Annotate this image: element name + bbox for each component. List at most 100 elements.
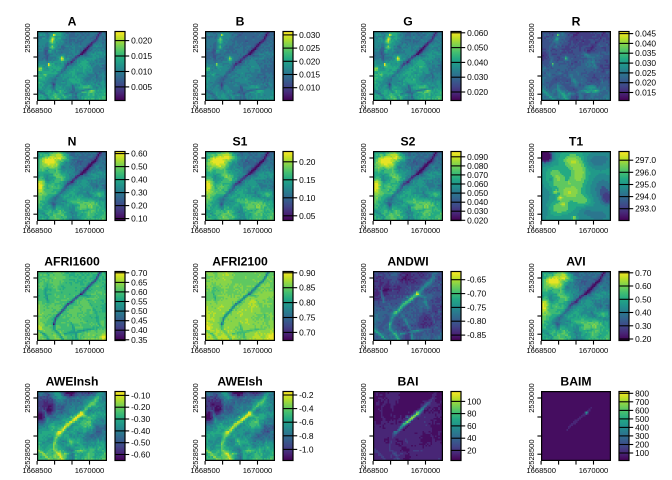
svg-text:2528500: 2528500 (191, 439, 200, 469)
svg-text:0.70: 0.70 (635, 268, 652, 278)
svg-text:0.70: 0.70 (131, 268, 148, 278)
svg-text:1668500: 1668500 (190, 226, 220, 235)
svg-text:AWEInsh: AWEInsh (46, 375, 99, 389)
svg-text:1670000: 1670000 (411, 346, 441, 355)
svg-text:0.015: 0.015 (299, 70, 320, 80)
svg-text:AFRI1600: AFRI1600 (44, 255, 100, 269)
svg-text:-0.50: -0.50 (131, 438, 150, 448)
svg-text:0.20: 0.20 (299, 157, 316, 167)
svg-text:0.015: 0.015 (131, 51, 152, 61)
svg-text:0.55: 0.55 (131, 297, 148, 307)
svg-text:1670000: 1670000 (75, 346, 105, 355)
svg-text:2530000: 2530000 (527, 143, 536, 173)
svg-text:1668500: 1668500 (358, 466, 388, 475)
svg-text:1670000: 1670000 (411, 106, 441, 115)
svg-text:0.15: 0.15 (299, 175, 316, 185)
svg-text:1670000: 1670000 (243, 466, 273, 475)
svg-text:-0.30: -0.30 (131, 414, 150, 424)
svg-text:0.040: 0.040 (467, 57, 488, 67)
svg-text:A: A (68, 15, 77, 29)
svg-text:2528500: 2528500 (23, 319, 32, 349)
svg-text:1668500: 1668500 (526, 346, 556, 355)
svg-text:294.0: 294.0 (635, 192, 656, 202)
svg-text:0.020: 0.020 (467, 215, 488, 225)
svg-text:1668500: 1668500 (358, 346, 388, 355)
svg-text:2530000: 2530000 (191, 263, 200, 293)
svg-text:296.0: 296.0 (635, 167, 656, 177)
svg-text:295.0: 295.0 (635, 180, 656, 190)
svg-text:2528500: 2528500 (359, 199, 368, 229)
svg-text:0.030: 0.030 (467, 206, 488, 216)
svg-text:G: G (403, 15, 412, 29)
svg-text:S2: S2 (401, 135, 416, 149)
svg-text:2528500: 2528500 (527, 439, 536, 469)
svg-text:1668500: 1668500 (190, 466, 220, 475)
svg-text:-0.70: -0.70 (467, 289, 486, 299)
svg-text:0.80: 0.80 (299, 298, 316, 308)
svg-text:0.080: 0.080 (467, 161, 488, 171)
svg-text:0.45: 0.45 (131, 316, 148, 326)
svg-text:0.010: 0.010 (131, 67, 152, 77)
svg-text:0.20: 0.20 (635, 334, 652, 344)
svg-text:0.020: 0.020 (299, 56, 320, 66)
svg-text:600: 600 (635, 405, 649, 415)
svg-text:0.040: 0.040 (635, 38, 656, 48)
svg-text:0.05: 0.05 (299, 211, 316, 221)
svg-text:AFRI2100: AFRI2100 (212, 255, 268, 269)
svg-text:2528500: 2528500 (191, 319, 200, 349)
svg-text:2530000: 2530000 (191, 23, 200, 53)
svg-text:1670000: 1670000 (579, 346, 609, 355)
svg-text:0.005: 0.005 (131, 82, 152, 92)
svg-text:0.65: 0.65 (131, 277, 148, 287)
svg-text:0.045: 0.045 (635, 29, 656, 39)
svg-text:1668500: 1668500 (358, 106, 388, 115)
svg-text:0.60: 0.60 (131, 287, 148, 297)
svg-text:0.10: 0.10 (299, 193, 316, 203)
svg-text:0.090: 0.090 (467, 152, 488, 162)
svg-text:0.025: 0.025 (635, 68, 656, 78)
svg-text:0.50: 0.50 (635, 294, 652, 304)
svg-text:-0.2: -0.2 (299, 390, 314, 400)
svg-text:2528500: 2528500 (23, 439, 32, 469)
svg-text:20: 20 (467, 445, 477, 455)
svg-text:N: N (68, 135, 77, 149)
svg-text:B: B (236, 15, 245, 29)
svg-text:-0.10: -0.10 (131, 390, 150, 400)
svg-text:0.50: 0.50 (131, 306, 148, 316)
svg-text:700: 700 (635, 397, 649, 407)
svg-text:0.030: 0.030 (635, 58, 656, 68)
svg-text:100: 100 (467, 396, 481, 406)
svg-text:1668500: 1668500 (358, 226, 388, 235)
svg-text:2528500: 2528500 (527, 319, 536, 349)
svg-text:0.070: 0.070 (467, 170, 488, 180)
svg-text:2530000: 2530000 (527, 23, 536, 53)
svg-text:2528500: 2528500 (359, 319, 368, 349)
svg-text:80: 80 (467, 409, 477, 419)
svg-text:1670000: 1670000 (75, 106, 105, 115)
svg-text:2530000: 2530000 (359, 263, 368, 293)
svg-text:2530000: 2530000 (23, 23, 32, 53)
svg-text:1670000: 1670000 (75, 226, 105, 235)
svg-text:2528500: 2528500 (527, 199, 536, 229)
svg-text:-0.6: -0.6 (299, 417, 314, 427)
svg-text:0.060: 0.060 (467, 179, 488, 189)
svg-text:300: 300 (635, 431, 649, 441)
svg-text:0.60: 0.60 (635, 281, 652, 291)
svg-text:2528500: 2528500 (191, 79, 200, 109)
svg-text:2528500: 2528500 (23, 79, 32, 109)
svg-text:0.040: 0.040 (467, 197, 488, 207)
svg-text:0.015: 0.015 (635, 88, 656, 98)
svg-text:0.30: 0.30 (635, 321, 652, 331)
svg-text:0.035: 0.035 (635, 48, 656, 58)
svg-text:1670000: 1670000 (579, 466, 609, 475)
svg-text:0.020: 0.020 (467, 87, 488, 97)
svg-text:0.10: 0.10 (131, 214, 148, 224)
svg-text:-0.85: -0.85 (467, 330, 486, 340)
svg-text:-1.0: -1.0 (299, 444, 314, 454)
svg-text:1668500: 1668500 (22, 106, 52, 115)
svg-text:0.30: 0.30 (131, 188, 148, 198)
svg-text:BAI: BAI (398, 375, 419, 389)
svg-text:AVI: AVI (566, 255, 585, 269)
svg-text:-0.60: -0.60 (131, 450, 150, 460)
svg-text:1670000: 1670000 (243, 226, 273, 235)
